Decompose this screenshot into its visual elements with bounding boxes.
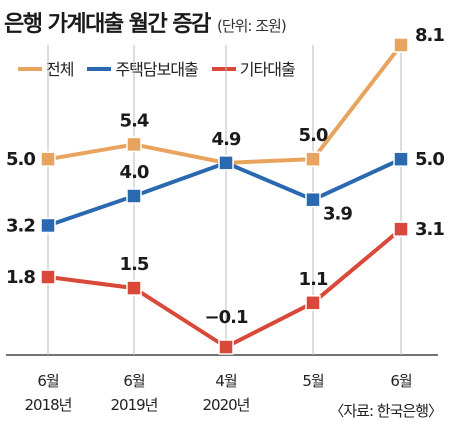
- marker-2-0: [40, 269, 56, 285]
- data-label-1-4: 5.0: [415, 149, 444, 170]
- chart-unit: (단위: 조원): [216, 17, 287, 35]
- series-line-2: [47, 227, 403, 349]
- marker-2-1: [126, 280, 142, 296]
- marker-1-0: [40, 217, 56, 234]
- legend-item-0: 전체: [18, 56, 74, 80]
- data-label-1-0: 3.2: [6, 215, 35, 236]
- x-tick-label-4-0: 6월: [390, 372, 412, 390]
- chart-title-block: 은행 가계대출 월간 증감 (단위: 조원): [4, 6, 450, 37]
- marker-0-3: [305, 151, 321, 167]
- marker-0-0: [40, 151, 56, 167]
- data-label-2-3: 1.1: [299, 269, 328, 290]
- marker-1-4: [393, 151, 409, 167]
- data-label-0-4: 8.1: [415, 25, 444, 46]
- x-tick-label-0-1: 2018년: [25, 396, 72, 414]
- legend-item-2: 기타대출: [211, 56, 296, 80]
- data-label-0-3: 5.0: [299, 125, 328, 146]
- x-tick-label-3-0: 5월: [302, 372, 324, 390]
- source-note: 〈자료: 한국은행〉: [329, 402, 443, 420]
- data-label-0-1: 5.4: [120, 110, 149, 131]
- data-label-1-1: 4.0: [120, 162, 149, 183]
- legend-label-0: 전체: [46, 60, 74, 79]
- x-tick-label-1-1: 2019년: [111, 396, 158, 414]
- marker-1-3: [305, 191, 321, 208]
- marker-1-2: [218, 155, 234, 171]
- x-tick-label-2-0: 4월: [215, 372, 237, 390]
- marker-2-2: [218, 339, 234, 355]
- data-label-1-3: 3.9: [323, 204, 352, 225]
- legend-label-1: 주택담보대출: [115, 60, 198, 79]
- legend-swatch-2: [211, 66, 236, 71]
- marker-0-4: [393, 37, 409, 53]
- legend-swatch-0: [18, 66, 42, 71]
- data-label-2-1: 1.5: [120, 254, 149, 275]
- legend: 전체 주택담보대출 기타대출: [18, 56, 309, 80]
- marker-1-1: [126, 188, 142, 204]
- marker-0-1: [126, 136, 142, 153]
- marker-2-4: [393, 221, 409, 237]
- data-label-0-0: 5.0: [6, 149, 35, 170]
- chart-title: 은행 가계대출 월간 증감: [4, 12, 211, 37]
- legend-swatch-1: [87, 66, 112, 71]
- data-label-2-0: 1.8: [6, 267, 35, 288]
- x-tick-label-1-0: 6월: [123, 372, 145, 390]
- data-label-0-2: 4.9: [212, 129, 241, 150]
- data-label-2-2: −0.1: [205, 307, 248, 328]
- x-tick-label-2-1: 2020년: [203, 396, 250, 414]
- legend-label-2: 기타대출: [239, 60, 296, 79]
- marker-2-3: [305, 295, 321, 311]
- data-label-2-4: 3.1: [415, 219, 444, 240]
- x-tick-label-0-0: 6월: [37, 372, 59, 390]
- legend-item-1: 주택담보대출: [87, 56, 199, 80]
